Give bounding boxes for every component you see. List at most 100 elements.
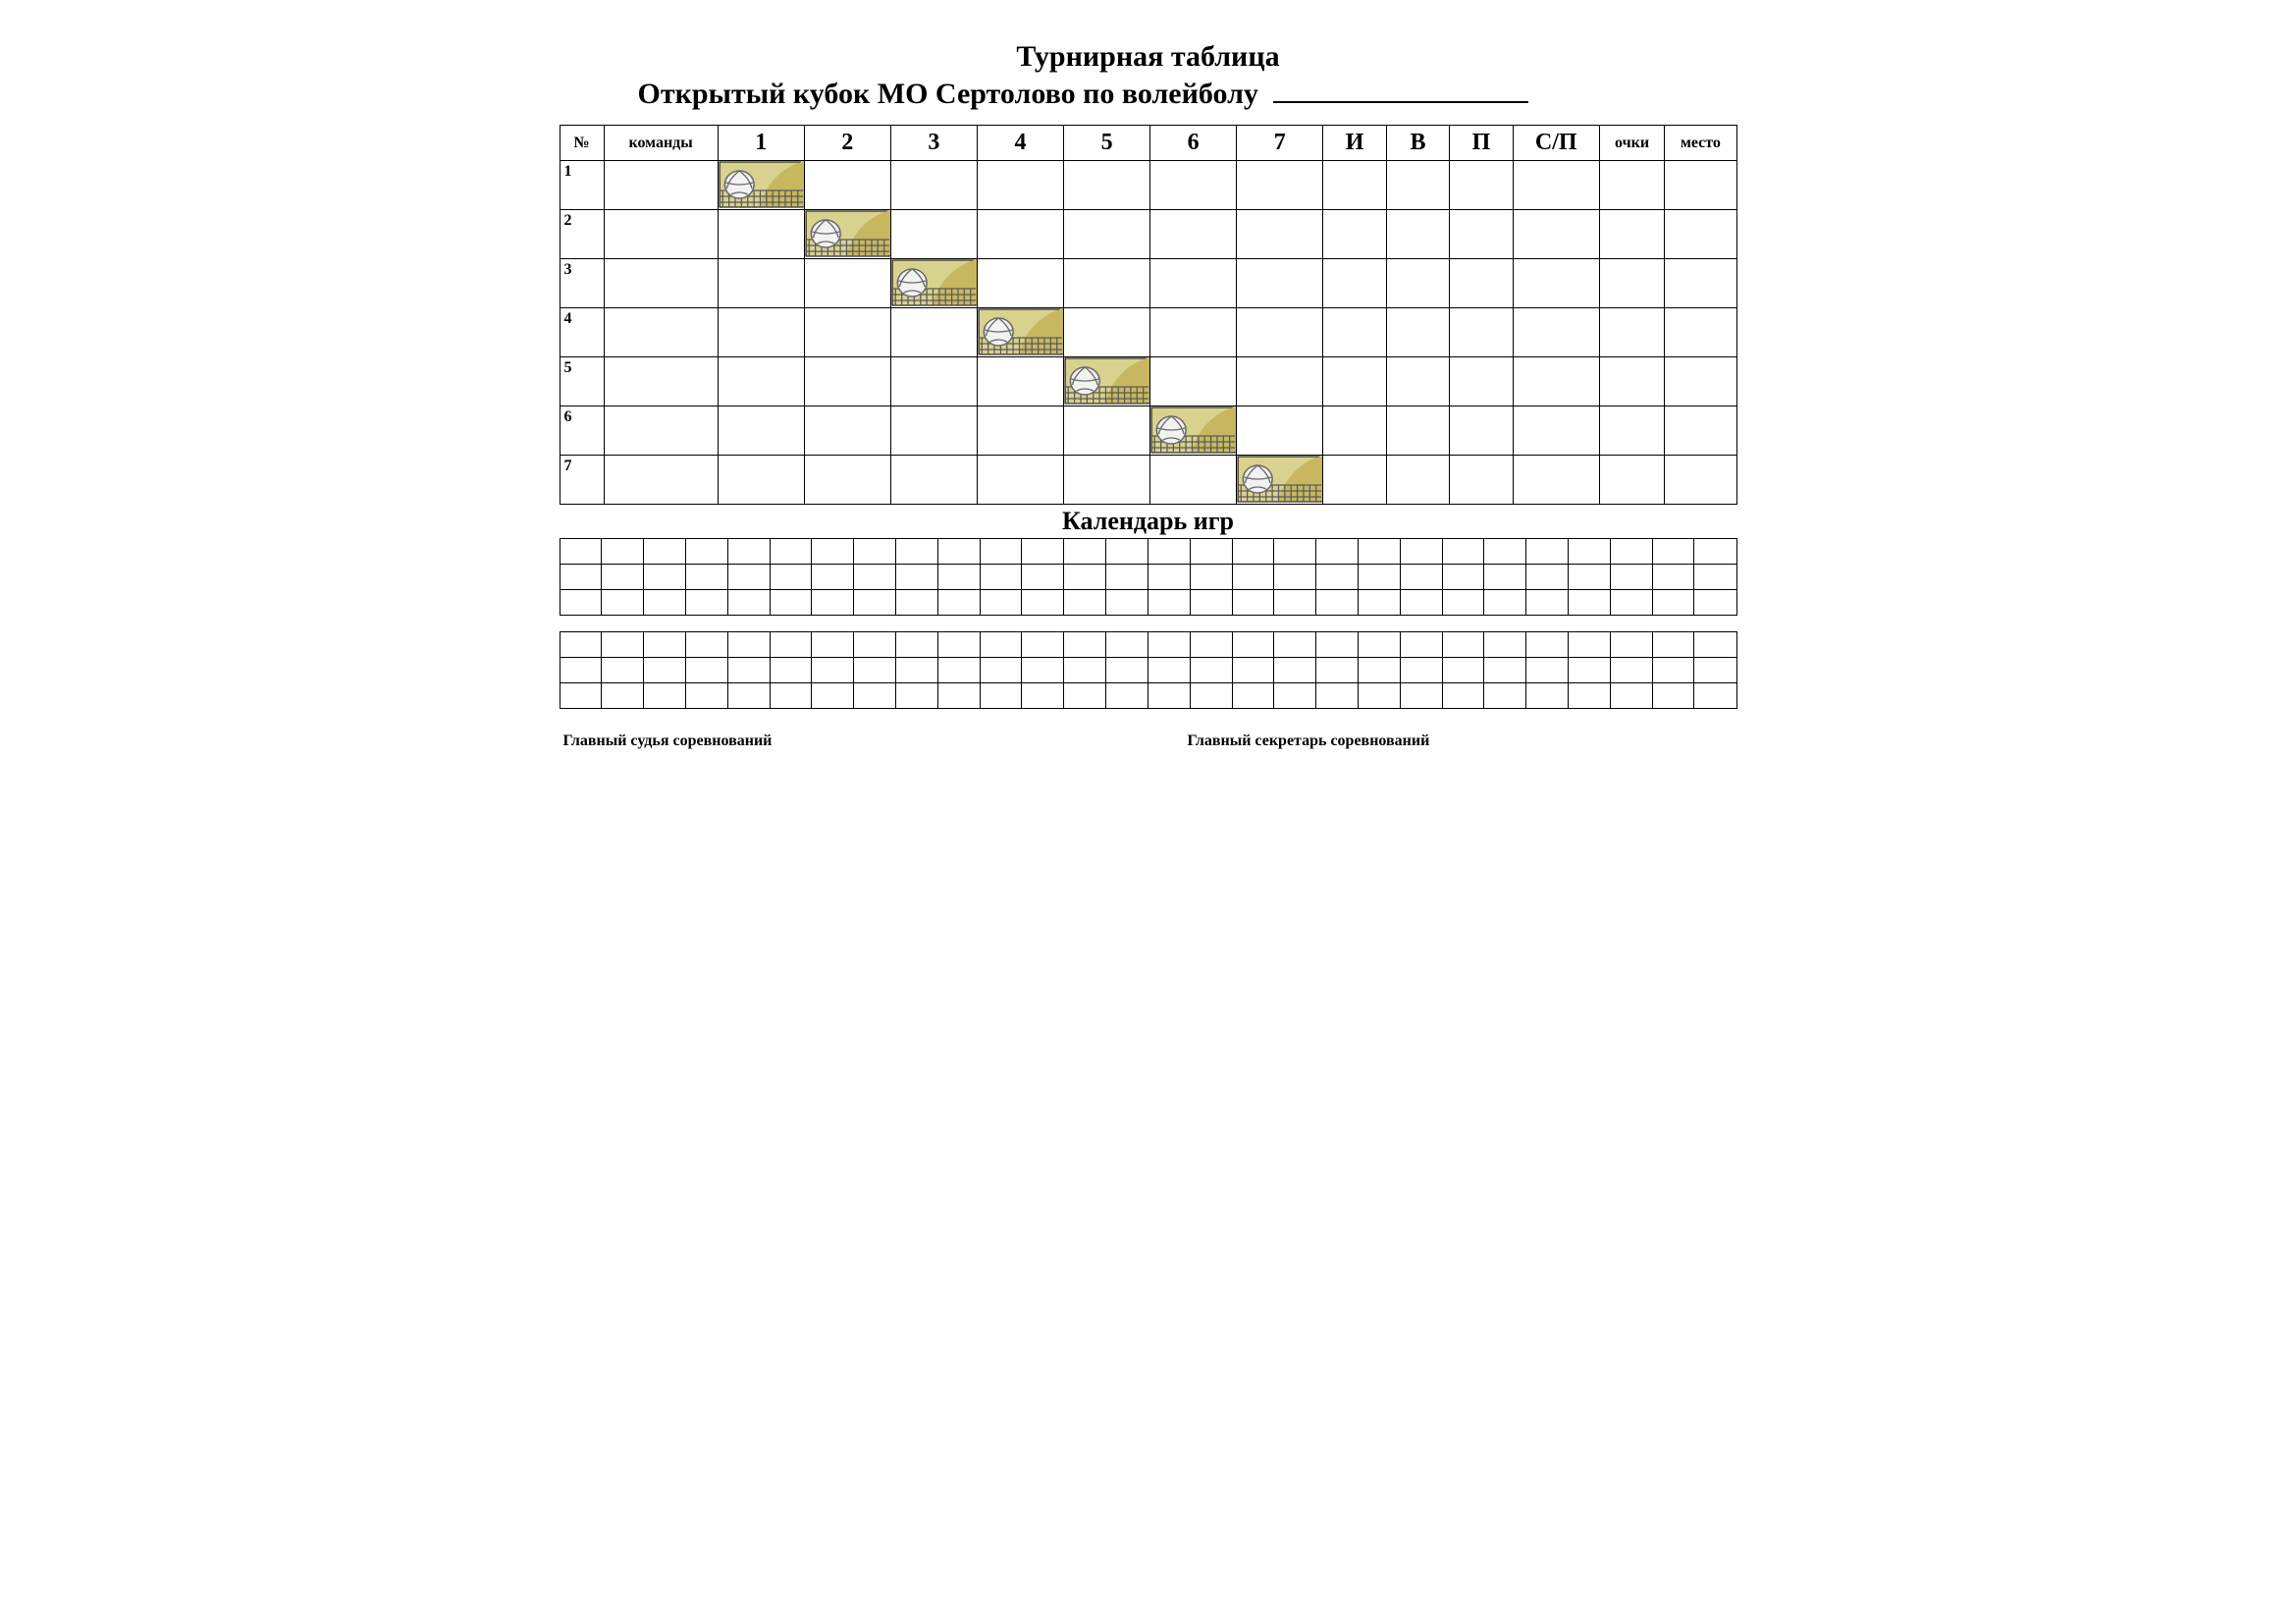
points-cell: [1599, 259, 1665, 308]
games-cell: [1323, 308, 1386, 357]
score-cell: [1064, 161, 1150, 210]
calendar-cell: [1484, 632, 1526, 658]
calendar-cell: [1610, 658, 1652, 683]
title-block: Турнирная таблица Открытый кубок МО Серт…: [560, 39, 1737, 113]
score-cell: [977, 210, 1063, 259]
losses-cell: [1450, 357, 1513, 406]
sets-cell: [1513, 210, 1599, 259]
calendar-cell: [770, 590, 812, 616]
wins-cell: [1386, 161, 1449, 210]
score-cell: [718, 357, 804, 406]
calendar-cell: [896, 632, 938, 658]
calendar-cell: [1106, 565, 1148, 590]
score-cell: [1237, 406, 1323, 456]
calendar-cell: [980, 565, 1022, 590]
score-cell: [718, 259, 804, 308]
calendar-cell: [685, 590, 727, 616]
calendar-cell: [602, 539, 644, 565]
table-row: 6: [560, 406, 1736, 456]
score-cell: [977, 406, 1063, 456]
team-name-cell: [604, 406, 718, 456]
calendar-cell: [1064, 590, 1106, 616]
calendar-cell: [685, 658, 727, 683]
score-cell: [718, 308, 804, 357]
calendar-cell: [1569, 658, 1611, 683]
score-cell: [718, 210, 804, 259]
calendar-cell: [1652, 683, 1694, 709]
calendar-cell: [896, 565, 938, 590]
calendar-cell: [937, 590, 980, 616]
place-cell: [1665, 456, 1736, 505]
place-cell: [1665, 210, 1736, 259]
signature-secretary: Главный секретарь соревнований: [1109, 732, 1734, 750]
wins-cell: [1386, 406, 1449, 456]
calendar-cell: [1652, 539, 1694, 565]
calendar-cell: [1400, 539, 1442, 565]
calendar-cell: [1442, 658, 1484, 683]
calendar-cell: [770, 683, 812, 709]
calendar-cell: [1526, 658, 1569, 683]
calendar-cell: [1569, 565, 1611, 590]
score-cell: [977, 456, 1063, 505]
losses-cell: [1450, 210, 1513, 259]
calendar-cell: [1190, 565, 1232, 590]
score-cell: [1064, 456, 1150, 505]
calendar-cell: [560, 658, 602, 683]
calendar-cell: [1106, 590, 1148, 616]
calendar-cell: [770, 565, 812, 590]
calendar-cell: [602, 565, 644, 590]
team-name-cell: [604, 456, 718, 505]
calendar-cell: [980, 632, 1022, 658]
calendar-cell: [1442, 683, 1484, 709]
wins-cell: [1386, 456, 1449, 505]
calendar-cell: [727, 565, 770, 590]
calendar-cell: [1358, 683, 1400, 709]
points-cell: [1599, 161, 1665, 210]
calendar-cell: [1610, 683, 1652, 709]
score-cell: [804, 456, 890, 505]
sets-cell: [1513, 161, 1599, 210]
calendar-cell: [770, 632, 812, 658]
calendar-cell: [1569, 539, 1611, 565]
points-cell: [1599, 406, 1665, 456]
row-number: 4: [560, 308, 604, 357]
calendar-cell: [1400, 590, 1442, 616]
volleyball-icon: [804, 210, 890, 259]
games-cell: [1323, 161, 1386, 210]
calendar-cell: [854, 683, 896, 709]
calendar-cell: [937, 658, 980, 683]
team-name-cell: [604, 259, 718, 308]
calendar-cell: [1022, 683, 1064, 709]
score-cell: [804, 406, 890, 456]
wins-cell: [1386, 210, 1449, 259]
calendar-cell: [854, 658, 896, 683]
calendar-cell: [1694, 632, 1736, 658]
calendar-cell: [1484, 590, 1526, 616]
calendar-cell: [937, 539, 980, 565]
sets-cell: [1513, 357, 1599, 406]
score-cell: [890, 406, 977, 456]
wins-cell: [1386, 357, 1449, 406]
calendar-row: [560, 683, 1736, 709]
score-cell: [1064, 259, 1150, 308]
col-header-opp-1: 1: [718, 126, 804, 161]
calendar-cell: [1442, 590, 1484, 616]
calendar-cell: [1484, 683, 1526, 709]
points-cell: [1599, 210, 1665, 259]
calendar-cell: [560, 683, 602, 709]
calendar-cell: [1526, 632, 1569, 658]
calendar-cell: [1022, 565, 1064, 590]
col-header-opp-6: 6: [1150, 126, 1237, 161]
calendar-cell: [685, 539, 727, 565]
calendar-cell: [1106, 658, 1148, 683]
calendar-cell: [980, 539, 1022, 565]
calendar-cell: [1442, 565, 1484, 590]
team-name-cell: [604, 161, 718, 210]
calendar-cell: [1526, 590, 1569, 616]
team-name-cell: [604, 357, 718, 406]
place-cell: [1665, 308, 1736, 357]
calendar-cell: [1400, 683, 1442, 709]
title-subtitle: Открытый кубок МО Сертолово по волейболу: [560, 75, 1737, 113]
calendar-cell: [1610, 632, 1652, 658]
calendar-cell: [980, 590, 1022, 616]
